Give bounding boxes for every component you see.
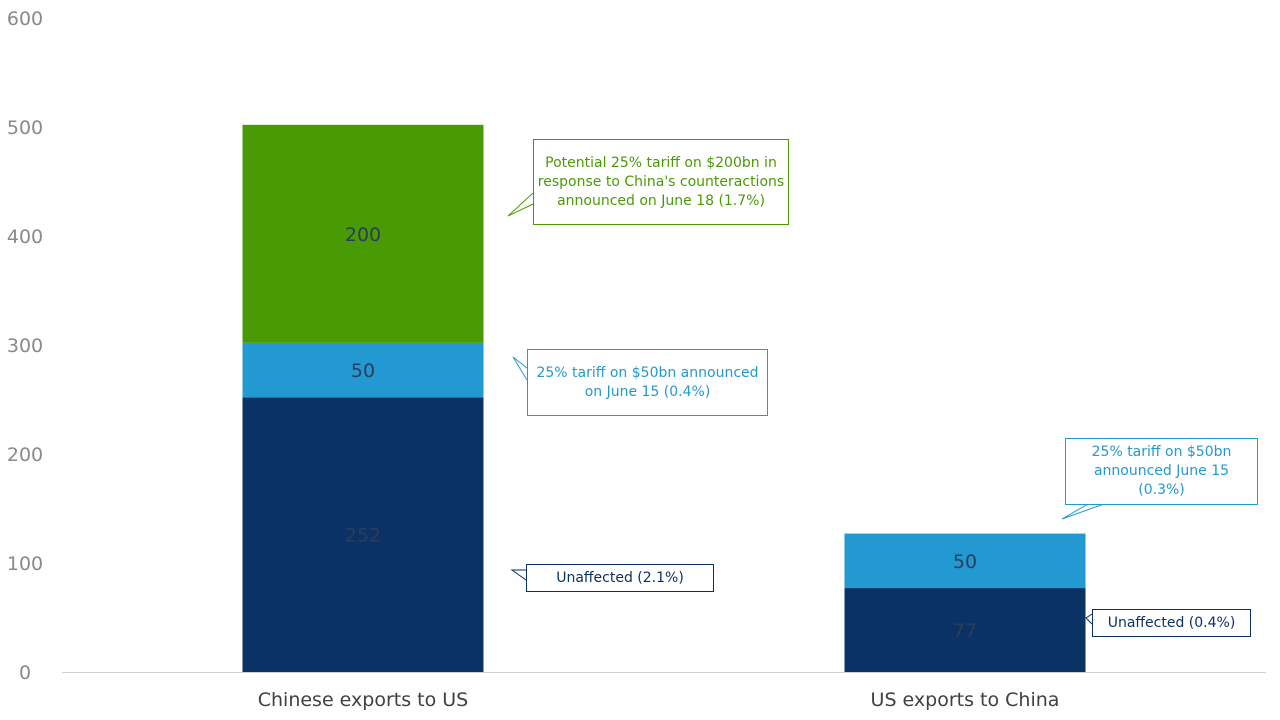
x-category-label: Chinese exports to US <box>258 689 469 711</box>
callout-box <box>1065 438 1258 505</box>
axis-layer: 0 100 200 300 400 500 600 Chinese exports to US… <box>7 8 1266 711</box>
callout-text: Potential 25% tariff on $200bn in respon… <box>537 154 785 209</box>
callout-pointer <box>1061 503 1105 520</box>
y-tick-label: 0 <box>19 662 31 684</box>
callout-text: Unaffected (2.1%) <box>556 569 684 586</box>
callout-box <box>1092 609 1251 637</box>
callout-text-container: 25% tariff on $50bn announced June 15 (0… <box>1091 444 1232 498</box>
bar-value-label: 77 <box>953 620 977 642</box>
annotations-layer: Potential 25% tariff on $200bn in respon… <box>507 139 1258 637</box>
bar-value-label: 50 <box>351 360 375 382</box>
bars-layer: 252 50 200 77 50 <box>242 124 1086 672</box>
bar-segment <box>844 588 1086 672</box>
bar-value-label: 200 <box>345 224 381 246</box>
callout-pointer <box>507 192 534 217</box>
callout-text-container: Unaffected (2.1%) <box>556 569 684 586</box>
callout-pointer <box>1085 613 1093 625</box>
bar-segment <box>242 124 484 343</box>
bar-value-label: 50 <box>953 551 977 573</box>
y-tick-label: 500 <box>7 117 43 139</box>
bar-segment <box>242 397 484 672</box>
y-tick-label: 300 <box>7 335 43 357</box>
y-tick-label: 600 <box>7 8 43 30</box>
callout-pointer <box>512 356 528 381</box>
callout-box <box>527 349 768 416</box>
callout-text: 25% tariff on $50bn announced June 15 (0… <box>1091 444 1232 498</box>
callout-box <box>533 139 789 225</box>
callout-text-container: Unaffected (0.4%) <box>1107 614 1236 631</box>
callout-text: 25% tariff on $50bn announced on June 15… <box>536 364 759 400</box>
callout-box <box>526 564 714 592</box>
bar-segment <box>242 342 484 398</box>
callout-text-container: 25% tariff on $50bn announced on June 15… <box>536 364 759 400</box>
y-tick-label: 200 <box>7 444 43 466</box>
y-tick-label: 100 <box>7 553 43 575</box>
y-tick-label: 400 <box>7 226 43 248</box>
callout-text-container: Potential 25% tariff on $200bn in respon… <box>537 154 785 209</box>
bar-segment <box>844 533 1086 589</box>
x-category-label: US exports to China <box>871 689 1060 711</box>
callout-text: Unaffected (0.4%) <box>1107 614 1236 631</box>
bar-value-label: 252 <box>345 525 381 547</box>
callout-pointer <box>510 569 527 581</box>
